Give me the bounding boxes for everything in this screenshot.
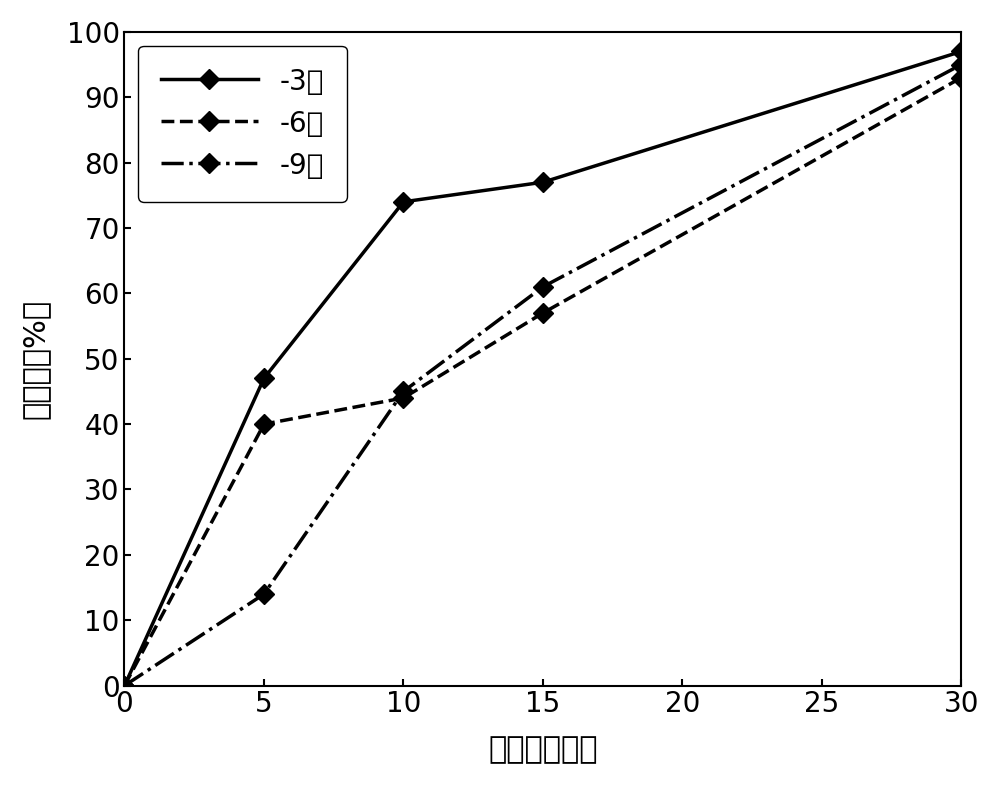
X-axis label: 时间（分钟）: 时间（分钟）: [488, 736, 598, 764]
-3次: [258, 374, 270, 383]
-6次: [258, 419, 270, 429]
Y-axis label: 溦出率（%）: 溦出率（%）: [21, 298, 50, 419]
-3次: [537, 177, 549, 187]
-9次: [955, 60, 967, 69]
-3次: [955, 47, 967, 57]
Line: -6次: -6次: [118, 71, 968, 692]
-6次: [397, 393, 409, 403]
-9次: [397, 387, 409, 396]
Line: -3次: -3次: [118, 45, 968, 692]
Legend: -3次, -6次, -9次: -3次, -6次, -9次: [138, 46, 347, 202]
-6次: [955, 73, 967, 82]
-6次: [118, 681, 130, 690]
-3次: [118, 681, 130, 690]
-9次: [118, 681, 130, 690]
-3次: [397, 197, 409, 206]
-9次: [258, 590, 270, 599]
-9次: [537, 282, 549, 291]
Line: -9次: -9次: [118, 57, 968, 692]
-6次: [537, 309, 549, 318]
